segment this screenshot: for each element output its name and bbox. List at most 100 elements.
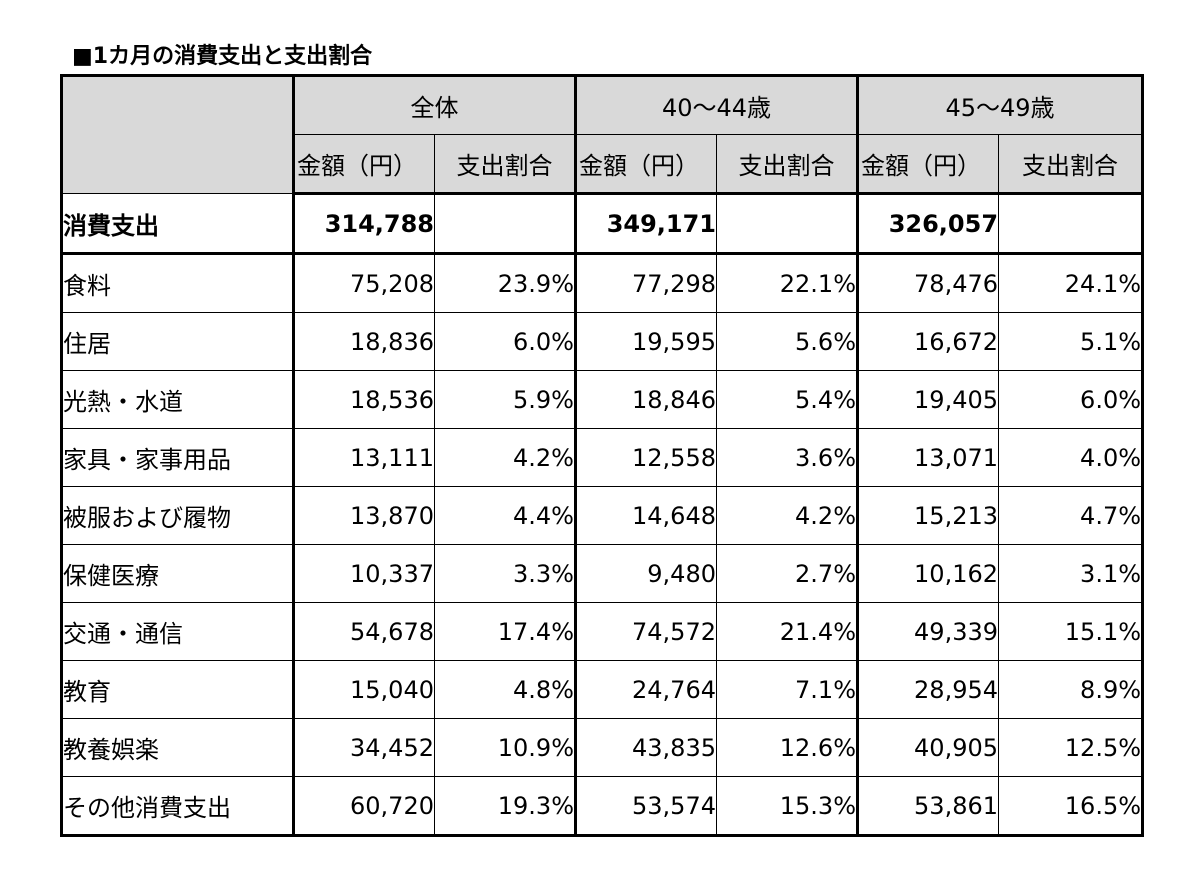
subheader-ratio: 支出割合	[715, 134, 860, 195]
table-row: 保健医療 10,337 3.3% 9,480 2.7% 10,162 3.1%	[61, 544, 1144, 603]
cell-ratio-40-44: 4.2%	[715, 486, 860, 545]
row-label: 教養娯楽	[61, 718, 295, 777]
cell-amount-45-49: 15,213	[857, 486, 1000, 545]
cell-ratio-all: 19.3%	[434, 776, 577, 836]
total-row: 消費支出 314,788 349,171 326,057	[61, 193, 1144, 255]
cell-ratio-45-49: 3.1%	[998, 544, 1144, 603]
cell-amount-all: 13,870	[293, 486, 435, 545]
cell-amount-all: 15,040	[293, 660, 435, 719]
row-label: 教育	[61, 660, 295, 719]
cell-amount-45-49: 78,476	[857, 253, 1000, 313]
cell-ratio-all: 6.0%	[434, 312, 577, 371]
cell-amount-all: 34,452	[293, 718, 435, 777]
group-header-40-44: 40～44歳	[574, 75, 860, 135]
table-row: 住居 18,836 6.0% 19,595 5.6% 16,672 5.1%	[61, 312, 1144, 371]
cell-amount-45-49: 13,071	[857, 428, 1000, 487]
cell-amount-40-44: 9,480	[575, 544, 717, 603]
row-label: 保健医療	[61, 544, 295, 603]
cell-ratio-all: 4.8%	[434, 660, 577, 719]
table-row: 光熱・水道 18,536 5.9% 18,846 5.4% 19,405 6.0%	[61, 370, 1144, 429]
cell-amount-40-44: 53,574	[575, 776, 717, 836]
subheader-ratio: 支出割合	[434, 134, 577, 195]
table-row: 交通・通信 54,678 17.4% 74,572 21.4% 49,339 15.1%	[61, 602, 1144, 661]
cell-amount-all: 60,720	[293, 776, 435, 836]
row-label: その他消費支出	[61, 776, 295, 836]
group-header-all: 全体	[293, 75, 577, 135]
cell-amount-all: 10,337	[293, 544, 435, 603]
cell-amount-40-44: 18,846	[575, 370, 717, 429]
cell-amount-45-49: 19,405	[857, 370, 1000, 429]
header-row-sub: 金額（円） 支出割合 金額（円） 支出割合 金額（円） 支出割合	[62, 134, 1144, 195]
cell-amount-45-49: 28,954	[857, 660, 1000, 719]
cell-amount-all: 18,536	[293, 370, 435, 429]
cell-amount-40-44: 14,648	[575, 486, 717, 545]
cell-amount-40-44: 77,298	[575, 253, 717, 313]
cell-ratio-all: 3.3%	[434, 544, 577, 603]
cell-amount-45-49: 16,672	[857, 312, 1000, 371]
row-label: 家具・家事用品	[61, 428, 295, 487]
total-value-45-49: 326,057	[857, 193, 1000, 255]
total-value-40-44: 349,171	[575, 193, 717, 255]
subheader-ratio: 支出割合	[998, 134, 1144, 195]
cell-amount-45-49: 40,905	[857, 718, 1000, 777]
total-ratio-empty	[434, 193, 577, 255]
cell-ratio-45-49: 5.1%	[998, 312, 1144, 371]
cell-amount-45-49: 49,339	[857, 602, 1000, 661]
subheader-amount: 金額（円）	[575, 134, 717, 195]
table-row: 食料 75,208 23.9% 77,298 22.1% 78,476 24.1%	[61, 253, 1144, 313]
table-row: その他消費支出 60,720 19.3% 53,574 15.3% 53,861 16.5%	[61, 776, 1144, 836]
cell-amount-all: 13,111	[293, 428, 435, 487]
cell-ratio-all: 4.4%	[434, 486, 577, 545]
cell-ratio-all: 17.4%	[434, 602, 577, 661]
cell-amount-all: 18,836	[293, 312, 435, 371]
cell-amount-40-44: 12,558	[575, 428, 717, 487]
cell-ratio-40-44: 21.4%	[715, 602, 860, 661]
row-label: 被服および履物	[61, 486, 295, 545]
cell-amount-40-44: 43,835	[575, 718, 717, 777]
cell-ratio-40-44: 12.6%	[715, 718, 860, 777]
row-label: 食料	[61, 253, 295, 313]
header-row-groups: 全体 40～44歳 45～49歳	[61, 75, 1144, 194]
total-ratio-empty	[998, 193, 1144, 255]
table-row: 被服および履物 13,870 4.4% 14,648 4.2% 15,213 4.7%	[61, 486, 1144, 545]
table-row: 教養娯楽 34,452 10.9% 43,835 12.6% 40,905 12.5%	[61, 718, 1144, 777]
cell-ratio-all: 4.2%	[434, 428, 577, 487]
cell-ratio-40-44: 22.1%	[715, 253, 860, 313]
cell-amount-40-44: 74,572	[575, 602, 717, 661]
cell-amount-all: 54,678	[293, 602, 435, 661]
subheader-amount: 金額（円）	[857, 134, 1000, 195]
cell-ratio-45-49: 24.1%	[998, 253, 1144, 313]
cell-ratio-45-49: 12.5%	[998, 718, 1144, 777]
total-label: 消費支出	[61, 193, 295, 255]
cell-amount-45-49: 53,861	[857, 776, 1000, 836]
total-value-all: 314,788	[293, 193, 435, 255]
cell-ratio-45-49: 16.5%	[998, 776, 1144, 836]
corner-header-cell	[61, 75, 295, 194]
cell-ratio-45-49: 15.1%	[998, 602, 1144, 661]
cell-amount-45-49: 10,162	[857, 544, 1000, 603]
row-label: 交通・通信	[61, 602, 295, 661]
row-label: 住居	[61, 312, 295, 371]
cell-ratio-40-44: 15.3%	[715, 776, 860, 836]
cell-amount-40-44: 24,764	[575, 660, 717, 719]
cell-ratio-all: 10.9%	[434, 718, 577, 777]
table-row: 家具・家事用品 13,111 4.2% 12,558 3.6% 13,071 4.0%	[61, 428, 1144, 487]
row-label: 光熱・水道	[61, 370, 295, 429]
expenditure-table: 全体 40～44歳 45～49歳 金額（円） 支出割合 金額（円） 支出割合 金…	[60, 74, 1145, 837]
cell-ratio-40-44: 5.6%	[715, 312, 860, 371]
cell-ratio-40-44: 3.6%	[715, 428, 860, 487]
cell-ratio-45-49: 8.9%	[998, 660, 1144, 719]
group-header-45-49: 45～49歳	[857, 75, 1144, 135]
cell-ratio-40-44: 2.7%	[715, 544, 860, 603]
cell-ratio-40-44: 5.4%	[715, 370, 860, 429]
cell-ratio-40-44: 7.1%	[715, 660, 860, 719]
total-ratio-empty	[715, 193, 860, 255]
cell-amount-40-44: 19,595	[575, 312, 717, 371]
cell-ratio-45-49: 6.0%	[998, 370, 1144, 429]
cell-ratio-45-49: 4.0%	[998, 428, 1144, 487]
cell-ratio-all: 5.9%	[434, 370, 577, 429]
cell-amount-all: 75,208	[293, 253, 435, 313]
table-row: 教育 15,040 4.8% 24,764 7.1% 28,954 8.9%	[61, 660, 1144, 719]
subheader-amount: 金額（円）	[293, 134, 435, 195]
